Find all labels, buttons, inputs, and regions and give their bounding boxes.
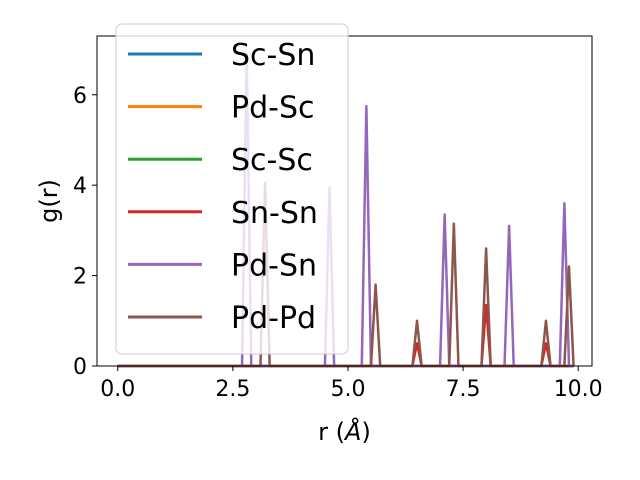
legend-label: Sn-Sn [231, 196, 318, 231]
y-tick-label: 2 [73, 265, 87, 290]
x-tick-label: 5.0 [330, 377, 365, 402]
series-line-sn-sn [117, 303, 574, 368]
x-axis-label-close: ) [361, 418, 370, 446]
y-axis: 0 2 4 6 [73, 84, 97, 380]
y-tick-label: 4 [73, 174, 87, 199]
legend-label: Sc-Sc [231, 143, 313, 178]
y-tick-label: 6 [73, 84, 87, 109]
x-tick-label: 0.0 [100, 377, 135, 402]
legend-label: Sc-Sn [231, 38, 315, 73]
x-axis-label-unit: Å [343, 417, 361, 446]
x-axis-label: r (Å) [318, 417, 371, 446]
x-tick-label: 7.5 [446, 377, 481, 402]
x-axis-label-text: r ( [318, 418, 345, 446]
legend-label: Pd-Sn [231, 248, 317, 283]
legend: Sc-Sn Pd-Sc Sc-Sc Sn-Sn Pd-Sn Pd-Pd [115, 23, 349, 355]
x-tick-label: 2.5 [215, 377, 250, 402]
x-axis: 0.0 2.5 5.0 7.5 10.0 [100, 366, 603, 402]
legend-label: Pd-Sc [231, 91, 315, 126]
y-axis-label: g(r) [35, 179, 63, 223]
x-tick-label: 10.0 [554, 377, 603, 402]
legend-label: Pd-Pd [231, 301, 316, 336]
y-tick-label: 0 [73, 355, 87, 380]
